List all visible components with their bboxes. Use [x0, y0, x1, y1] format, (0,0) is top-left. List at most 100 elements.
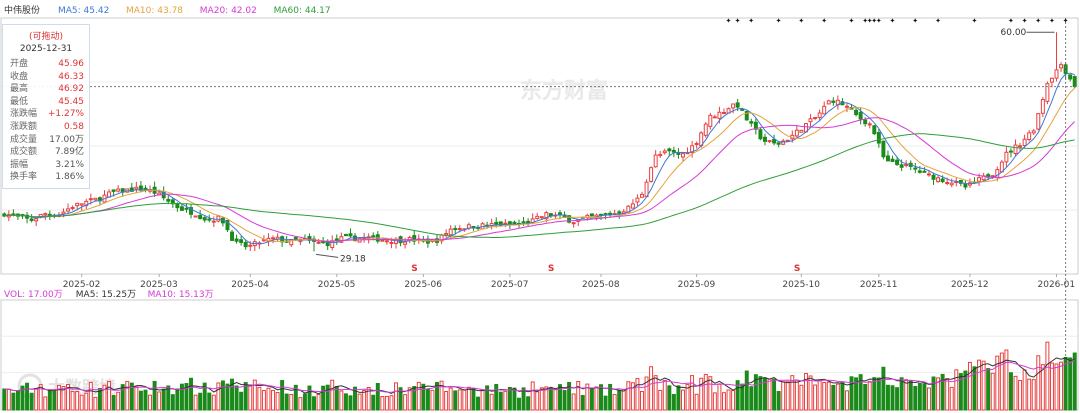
volume-bar [138, 390, 143, 411]
volume-bar [612, 394, 617, 411]
volume-bar [990, 372, 995, 411]
volume-bar [198, 392, 203, 411]
candle-body [749, 121, 754, 124]
candle-body [658, 153, 663, 157]
volume-bar [831, 384, 836, 411]
candle-body [1036, 113, 1041, 130]
candle-body [248, 244, 253, 247]
volume-bar [157, 391, 162, 411]
volume-bar [885, 384, 890, 411]
volume-bar [676, 385, 681, 411]
max-price-label: 60.00 [1001, 28, 1027, 38]
candle-body [316, 241, 321, 244]
candle-body [75, 202, 80, 207]
dividend-marker-2: S [794, 264, 800, 274]
candle-body [630, 203, 635, 209]
candle-body [1072, 76, 1077, 88]
volume-bar [79, 394, 84, 411]
candle-body [175, 203, 180, 209]
x-tick-label-3: 2025-05 [318, 280, 356, 290]
ohlc-info-panel[interactable]: (可拖动) 2025-12-31 开盘 45.96 收盘 46.33 最高 46.92 最低… [2, 24, 90, 189]
event-marker-0: ✦ [726, 17, 732, 25]
candle-body [571, 222, 576, 225]
volume-bar [671, 393, 676, 411]
volume-bar [544, 386, 549, 411]
info-row: 换手率 1.86% [3, 171, 89, 184]
candle-body [817, 112, 822, 118]
ma20-line [4, 117, 1076, 242]
info-row-value: 3.21% [55, 159, 84, 170]
volume-bar [166, 385, 171, 411]
candle-body [690, 145, 695, 153]
candle-body [521, 221, 526, 224]
volume-bar [685, 383, 690, 411]
candle-body [945, 181, 950, 184]
candle-body [243, 241, 248, 248]
candle-body [567, 215, 572, 223]
volume-bar [202, 382, 207, 411]
candle-body [230, 231, 235, 241]
volume-bar [553, 388, 558, 411]
volume-bar [398, 387, 403, 411]
candle-body [694, 143, 699, 146]
volume-bar [649, 366, 654, 411]
candle-body [1040, 98, 1045, 114]
candle-body [1018, 145, 1023, 148]
x-tick-label-6: 2025-08 [582, 280, 620, 290]
candle-body [129, 187, 134, 192]
volume-bar [439, 380, 444, 411]
volume-bar [681, 389, 685, 411]
volume-bar [293, 384, 298, 411]
candle-body [863, 119, 868, 125]
volume-bar [617, 390, 622, 411]
volume-bar [394, 382, 398, 411]
stock-name: 中伟股份 [4, 4, 40, 16]
candle-body [895, 159, 900, 165]
volume-bar [357, 393, 362, 411]
volume-bar [881, 366, 886, 411]
volume-bar [129, 382, 134, 411]
volume-bar [457, 389, 462, 411]
candle-body [872, 125, 877, 135]
x-tick-label-5: 2025-07 [491, 280, 529, 290]
volume-bar [977, 359, 982, 411]
candle-body [453, 228, 458, 231]
candle-body [1054, 69, 1059, 79]
candle-body [822, 105, 827, 115]
volume-bar [453, 390, 458, 411]
volume-bar [143, 389, 148, 411]
volume-bar [1008, 372, 1013, 411]
volume-bar [772, 378, 777, 411]
volume-bar [316, 393, 321, 411]
volume-bar [52, 390, 57, 411]
info-row-value: 45.96 [58, 59, 84, 69]
volume-bar [699, 377, 704, 411]
volume-bar [321, 385, 326, 411]
candle-body [740, 108, 745, 111]
volume-bar [576, 381, 581, 411]
candle-body [681, 153, 685, 158]
volume-bar [690, 375, 695, 411]
candle-body [412, 235, 417, 242]
volume-bar [362, 389, 367, 411]
volume-bar [435, 381, 439, 411]
candle-body [899, 164, 904, 168]
volume-bar [908, 380, 913, 411]
candle-body [662, 150, 667, 154]
volume-bar [794, 379, 799, 411]
info-panel-title: (可拖动) [28, 32, 64, 42]
candle-body [640, 193, 644, 198]
candle-body [813, 116, 818, 119]
volume-bar [981, 360, 986, 411]
volume-bar [708, 376, 713, 411]
volume-legend-1: MA5: 15.25万 [76, 290, 136, 300]
volume-bar [535, 391, 540, 411]
event-marker-17: ✦ [1035, 17, 1041, 25]
volume-bar [6, 388, 11, 411]
info-panel-rows: 开盘 45.96 收盘 46.33 最高 46.92 最低 45.45 涨跌幅 +1.27% 涨跌额… [3, 58, 89, 184]
candle-body [617, 211, 622, 214]
candle-body [444, 233, 449, 236]
volume-bar [530, 381, 535, 411]
volume-bar [758, 376, 763, 411]
candle-body [858, 111, 863, 120]
